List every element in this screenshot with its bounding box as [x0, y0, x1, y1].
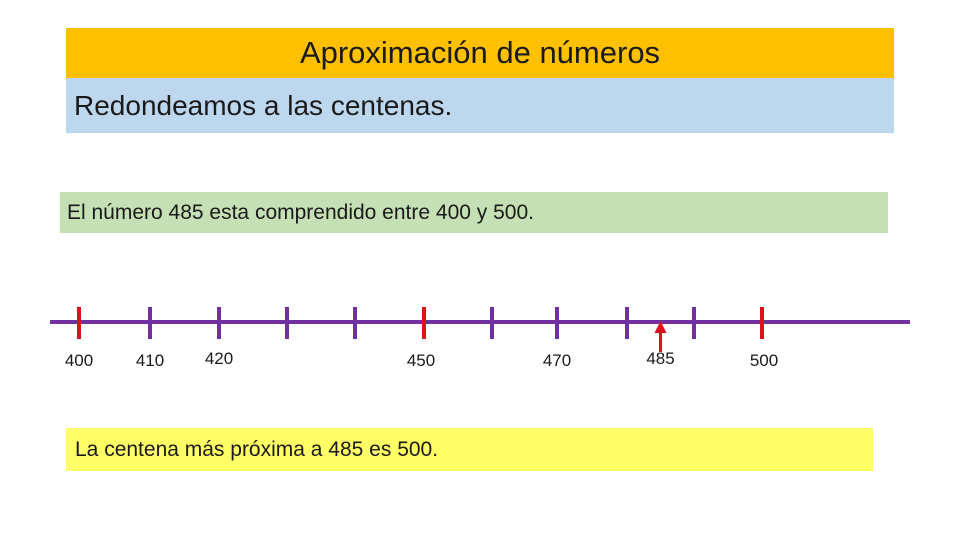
marker-arrow-icon: [654, 321, 667, 333]
title-band: Aproximación de números: [66, 28, 894, 78]
conclusion-band: La centena más próxima a 485 es 500.: [66, 428, 873, 471]
conclusion-text: La centena más próxima a 485 es 500.: [75, 437, 439, 461]
tick-label-420: 420: [205, 349, 233, 368]
statement-text: El número 485 esta comprendido entre 400…: [67, 200, 534, 224]
subtitle-band: Redondeamos a las centenas.: [66, 78, 894, 133]
slide-title: Aproximación de números: [299, 35, 661, 70]
number-line: 400 410 420 450 470 500 485: [50, 307, 910, 370]
tick-label-450: 450: [407, 351, 435, 370]
slide-subtitle: Redondeamos a las centenas.: [74, 89, 453, 121]
tick-label-410: 410: [136, 351, 164, 370]
tick-label-400: 400: [65, 351, 93, 370]
statement-band: El número 485 esta comprendido entre 400…: [60, 192, 888, 233]
tick-label-470: 470: [543, 351, 571, 370]
marker-label-485: 485: [646, 349, 674, 368]
tick-label-500: 500: [750, 351, 778, 370]
